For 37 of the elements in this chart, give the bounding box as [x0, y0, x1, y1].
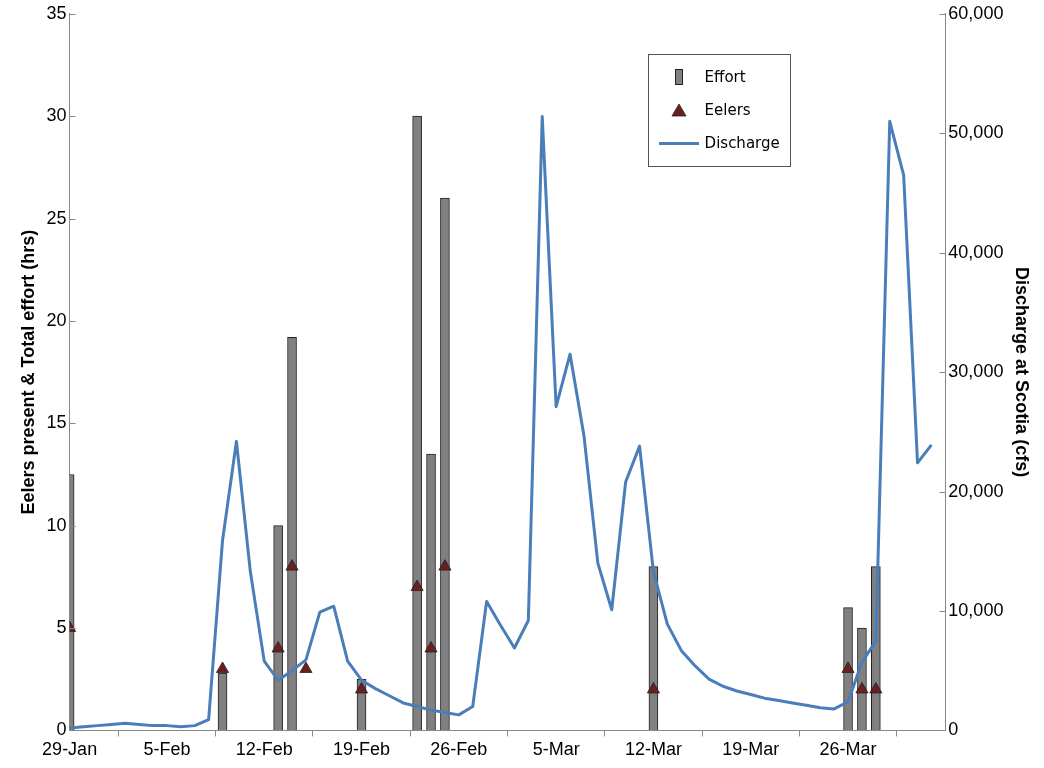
x-tick-label: 29-Jan	[42, 739, 98, 760]
x-tick-label: 26-Feb	[430, 739, 488, 760]
point	[285, 559, 299, 571]
y2-tick-label: 50,000	[948, 122, 1004, 143]
legend-label: Eelers	[704, 101, 751, 120]
x-tick-label: 19-Mar	[722, 739, 780, 760]
y2-tick-label: 10,000	[948, 599, 1004, 620]
y-tick-label: 20	[46, 309, 67, 330]
y2-tick-label: 30,000	[948, 361, 1004, 382]
y-tick-label: 15	[46, 412, 67, 433]
y-tick-label: 0	[56, 719, 67, 740]
y-tick-label: 30	[46, 105, 67, 126]
y-tick-label: 25	[46, 207, 67, 228]
x-tick-label: 26-Mar	[819, 739, 877, 760]
legend-label: Effort	[704, 68, 746, 87]
y2-axis-title: Discharge at Scotia (cfs)	[1012, 267, 1033, 478]
x-tick-label: 5-Mar	[532, 739, 580, 760]
x-tick-label: 19-Feb	[333, 739, 391, 760]
x-tick-label: 12-Mar	[624, 739, 682, 760]
point	[271, 641, 285, 653]
point	[216, 661, 229, 673]
legend-label: Discharge	[704, 134, 780, 153]
point	[299, 661, 313, 673]
y2-tick-label: 60,000	[948, 2, 1004, 23]
point	[355, 682, 368, 694]
y-tick-label: 35	[46, 2, 67, 23]
y-axis-title: Eelers present & Total effort (hrs)	[17, 229, 38, 515]
x-tick-label: 5-Feb	[143, 739, 191, 760]
y-tick-label: 5	[56, 617, 67, 637]
y2-tick-label: 0	[948, 719, 959, 740]
point	[855, 682, 869, 694]
y2-tick-label: 20,000	[948, 480, 1004, 501]
point	[841, 661, 855, 673]
x-tick-label: 12-Feb	[235, 739, 293, 760]
point	[869, 682, 883, 694]
y2-tick-label: 40,000	[948, 241, 1004, 262]
y-tick-label: 10	[46, 514, 67, 535]
